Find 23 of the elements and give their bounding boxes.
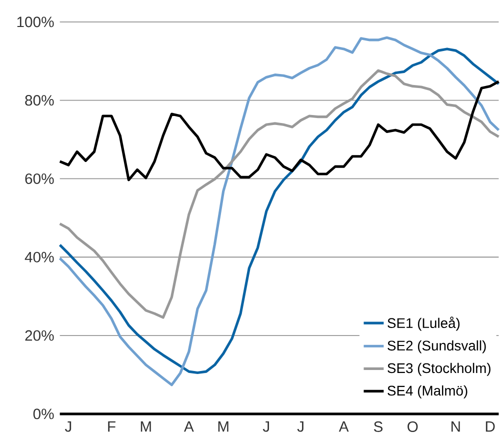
x-tick-label: N [452, 421, 460, 432]
x-tick-label: F [108, 421, 116, 432]
x-tick-label: A [338, 421, 349, 432]
y-tick-label: 60% [25, 174, 54, 184]
x-tick-label: M [140, 421, 151, 432]
legend-label: SE1 (Luleå) [388, 316, 460, 331]
legend-label: SE3 (Stockholm) [388, 362, 490, 376]
line-series [58, 80, 500, 182]
x-tick-label: J [262, 421, 269, 432]
legend-label: SE4 (Malmö) [388, 385, 468, 398]
x-tick-label: J [64, 421, 72, 432]
legend-label: SE2 (Sundsvall) [388, 340, 486, 354]
y-tick-label: 80% [25, 95, 54, 106]
x-tick-label: O [408, 421, 418, 432]
x-tick-label: S [374, 421, 383, 432]
y-tick-label: 40% [24, 252, 54, 262]
x-tick-label: A [184, 421, 194, 432]
y-tick-label: 0% [33, 408, 54, 420]
x-tick-label: D [486, 421, 495, 432]
x-tick-label: M [218, 421, 228, 432]
y-tick-label: 100% [17, 16, 54, 28]
x-tick-label: J [297, 421, 304, 432]
y-tick-label: 20% [25, 330, 54, 341]
